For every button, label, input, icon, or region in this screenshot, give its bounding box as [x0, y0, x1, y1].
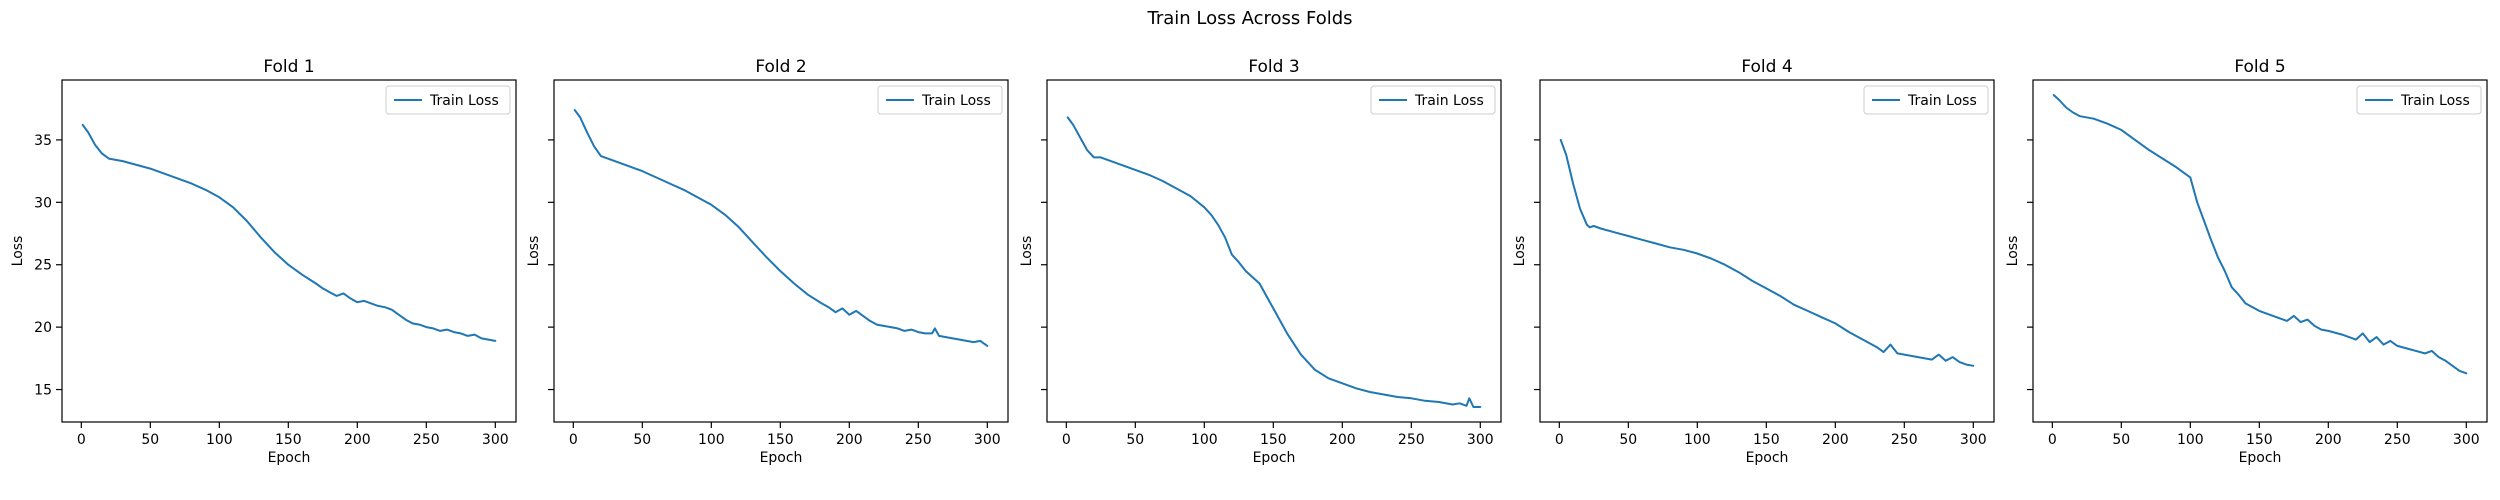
x-tick-label: 0: [569, 432, 578, 448]
x-tick-label: 150: [275, 432, 302, 448]
y-axis-label: Loss: [1019, 236, 1035, 267]
x-tick-label: 200: [2315, 432, 2342, 448]
x-tick-label: 150: [2246, 432, 2273, 448]
x-tick-label: 150: [767, 432, 794, 448]
x-tick-label: 100: [1191, 432, 1218, 448]
subplot-title: Fold 1: [263, 57, 314, 77]
series-line-train-loss: [2052, 94, 2468, 375]
subplot-fold-1: Fold 1 0 50 100 150 200 250 300 15 20 25 30 35 Epoch L…: [10, 57, 517, 466]
x-tick-label: 50: [1126, 432, 1144, 448]
y-tick-label: 15: [34, 383, 52, 399]
x-tick-label: 50: [2112, 432, 2130, 448]
y-tick-label: 35: [34, 133, 52, 149]
subplot-fold-3: Fold 3 0 50 100 150 200 250 300 Epoch Loss Train L…: [1019, 57, 1502, 466]
x-axis-label: Epoch: [2239, 450, 2282, 466]
subplot-grid: Fold 1 0 50 100 150 200 250 300 15 20 25 30 35 Epoch L…: [10, 57, 2488, 466]
y-tick-label: 30: [34, 195, 52, 211]
y-axis-label: Loss: [2005, 236, 2021, 267]
x-tick-label: 250: [2384, 432, 2411, 448]
axes-frame: [553, 79, 1009, 423]
x-tick-label: 100: [2177, 432, 2204, 448]
legend-label: Train Loss: [921, 93, 991, 109]
x-tick-label: 200: [836, 432, 863, 448]
series-line-train-loss: [573, 109, 989, 347]
subplot-fold-5: Fold 5 0 50 100 150 200 250 300 Epoch Loss Train L…: [2005, 57, 2488, 466]
series-line-train-loss: [1559, 138, 1975, 367]
legend-label: Train Loss: [1907, 93, 1977, 109]
subplot-fold-4: Fold 4 0 50 100 150 200 250 300 Epoch Loss Train L…: [1512, 57, 1995, 466]
x-tick-label: 0: [77, 432, 86, 448]
x-tick-label: 300: [1960, 432, 1987, 448]
figure-suptitle: Train Loss Across Folds: [1146, 8, 1352, 29]
x-tick-label: 200: [1329, 432, 1356, 448]
y-axis-label: Loss: [1512, 236, 1528, 267]
x-tick-label: 50: [633, 432, 651, 448]
x-tick-label: 250: [905, 432, 932, 448]
x-tick-label: 300: [482, 432, 509, 448]
x-axis-label: Epoch: [1253, 450, 1296, 466]
x-tick-label: 0: [2048, 432, 2057, 448]
legend: Train Loss: [1370, 85, 1496, 115]
x-tick-label: 300: [974, 432, 1001, 448]
subplot-fold-2: Fold 2 0 50 100 150 200 250 300 Epoch Loss Train L…: [526, 57, 1009, 466]
x-tick-label: 50: [1619, 432, 1637, 448]
axes-frame: [1046, 79, 1502, 423]
subplot-title: Fold 4: [1741, 57, 1792, 77]
legend: Train Loss: [2356, 85, 2482, 115]
x-tick-label: 100: [1684, 432, 1711, 448]
subplot-title: Fold 3: [1248, 57, 1299, 77]
legend-label: Train Loss: [429, 93, 499, 109]
x-tick-label: 50: [141, 432, 159, 448]
x-axis-label: Epoch: [268, 450, 311, 466]
y-axis-label: Loss: [10, 236, 26, 267]
x-tick-label: 100: [206, 432, 233, 448]
legend-box: [1863, 85, 1989, 115]
subplot-title: Fold 2: [755, 57, 806, 77]
axes-frame: [2032, 79, 2488, 423]
y-axis-label: Loss: [526, 236, 542, 267]
legend-box: [2356, 85, 2482, 115]
x-tick-label: 250: [1398, 432, 1425, 448]
axes-frame: [1539, 79, 1995, 423]
legend: Train Loss: [1863, 85, 1989, 115]
x-tick-label: 200: [1822, 432, 1849, 448]
x-tick-label: 100: [698, 432, 725, 448]
legend-box: [385, 85, 511, 115]
series-line-train-loss: [1066, 116, 1482, 408]
legend-box: [1370, 85, 1496, 115]
x-tick-label: 0: [1555, 432, 1564, 448]
x-tick-label: 250: [1891, 432, 1918, 448]
subplot-title: Fold 5: [2234, 57, 2285, 77]
y-tick-label: 20: [34, 320, 52, 336]
legend-label: Train Loss: [2400, 93, 2470, 109]
x-axis-label: Epoch: [760, 450, 803, 466]
x-tick-label: 0: [1062, 432, 1071, 448]
legend: Train Loss: [877, 85, 1003, 115]
y-tick-label: 25: [34, 258, 52, 274]
x-tick-label: 300: [1467, 432, 1494, 448]
legend-label: Train Loss: [1414, 93, 1484, 109]
axes-frame: [61, 79, 517, 423]
x-tick-label: 200: [344, 432, 371, 448]
x-axis-label: Epoch: [1746, 450, 1789, 466]
x-tick-label: 250: [413, 432, 440, 448]
series-line-train-loss: [81, 123, 497, 342]
x-tick-label: 150: [1260, 432, 1287, 448]
legend-box: [877, 85, 1003, 115]
legend: Train Loss: [385, 85, 511, 115]
x-tick-label: 300: [2453, 432, 2480, 448]
x-tick-label: 150: [1753, 432, 1780, 448]
